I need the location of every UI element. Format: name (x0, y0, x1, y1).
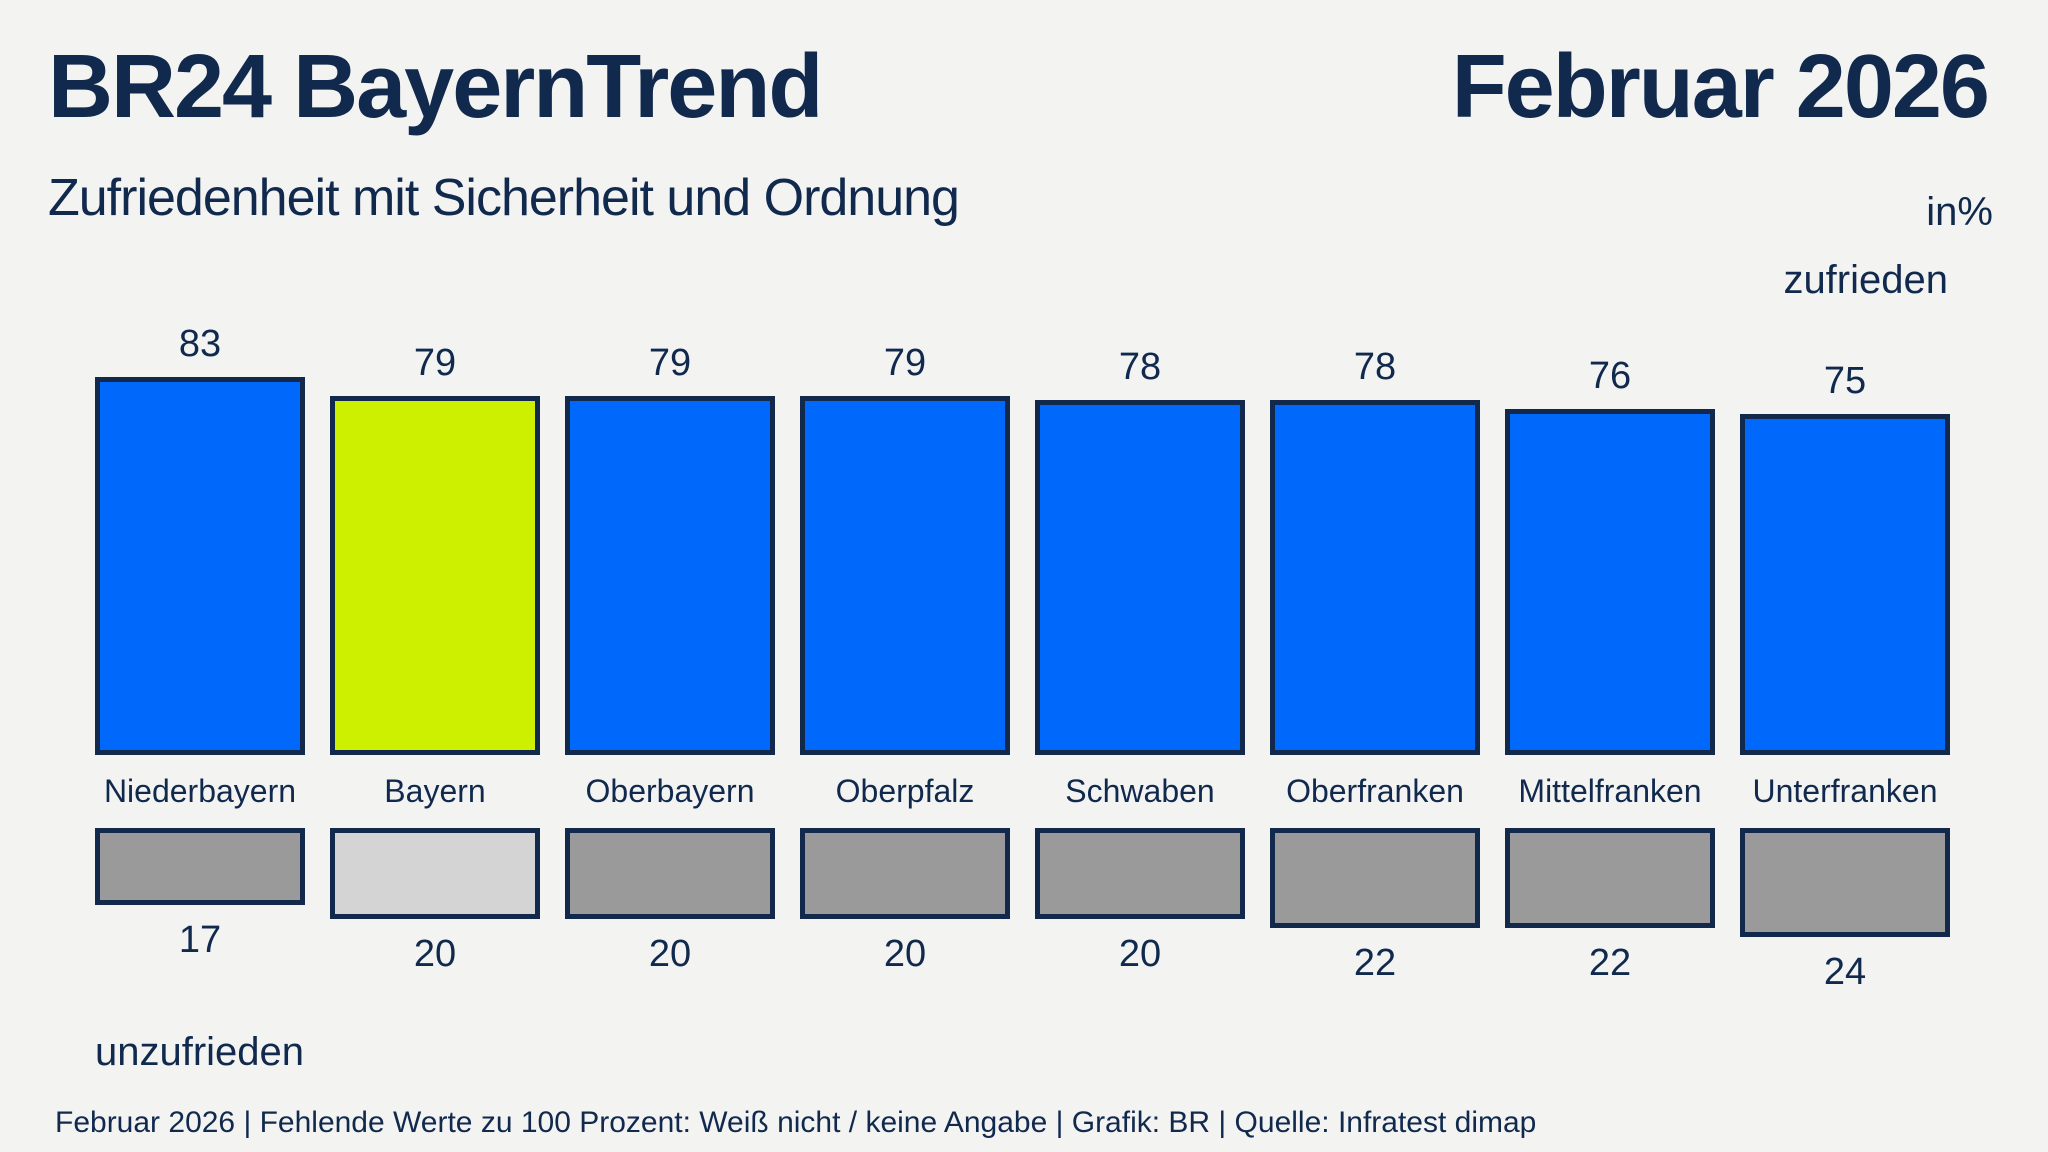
unsatisfied-bar-schwaben (1035, 828, 1245, 919)
satisfied-zone-schwaben: 78 (1035, 285, 1245, 755)
unsatisfied-bar-oberfranken (1270, 828, 1480, 929)
unsatisfied-value-label: 20 (648, 933, 692, 975)
unsatisfied-bar-oberbayern (565, 828, 775, 919)
satisfied-value-label: 79 (883, 341, 927, 384)
bar-column-oberfranken: 78 Oberfranken 22 (1270, 285, 1480, 991)
satisfied-zone-oberpfalz: 79 (800, 285, 1010, 755)
unsatisfied-zone-schwaben: 20 (1035, 828, 1245, 973)
satisfied-value-label: 79 (413, 341, 457, 384)
satisfied-series-label: zufrieden (1783, 258, 1948, 302)
unsatisfied-value-label: 20 (1118, 933, 1162, 975)
satisfied-zone-oberbayern: 79 (565, 285, 775, 755)
bar-column-bayern: 79 Bayern 20 (330, 285, 540, 991)
unsatisfied-zone-mittelfranken: 22 (1505, 828, 1715, 982)
satisfied-bar-oberbayern (565, 395, 775, 755)
bar-column-unterfranken: 75 Unterfranken 24 (1740, 285, 1950, 991)
bar-column-schwaben: 78 Schwaben 20 (1035, 285, 1245, 991)
satisfied-bar-mittelfranken (1505, 409, 1715, 755)
bar-column-niederbayern: 83 Niederbayern 17 (95, 285, 305, 991)
region-label-oberpfalz: Oberpfalz (835, 773, 975, 809)
satisfied-zone-bayern: 79 (330, 285, 540, 755)
region-label-bayern: Bayern (384, 773, 486, 809)
bar-column-mittelfranken: 76 Mittelfranken 22 (1505, 285, 1715, 991)
satisfied-bar-oberfranken (1270, 400, 1480, 755)
satisfied-bar-unterfranken (1740, 413, 1950, 755)
satisfied-zone-niederbayern: 83 (95, 285, 305, 755)
bars-container: 83 Niederbayern 17 79 Bayern 20 79 Oberbayern 20… (95, 285, 1950, 991)
satisfied-bar-oberpfalz (800, 395, 1010, 755)
region-label-schwaben: Schwaben (1065, 773, 1215, 809)
unsatisfied-value-label: 22 (1353, 942, 1397, 985)
region-label-oberbayern: Oberbayern (585, 773, 755, 809)
unsatisfied-value-label: 20 (883, 933, 927, 975)
page-title: BR24 BayernTrend (48, 37, 823, 137)
satisfied-value-label: 76 (1588, 355, 1632, 398)
unsatisfied-zone-oberfranken: 22 (1270, 828, 1480, 982)
satisfied-value-label: 83 (178, 323, 222, 366)
unsatisfied-bar-unterfranken (1740, 828, 1950, 938)
unsatisfied-value-label: 20 (413, 933, 457, 975)
unit-label: in% (1926, 190, 1993, 234)
bar-column-oberpfalz: 79 Oberpfalz 20 (800, 285, 1010, 991)
satisfied-zone-oberfranken: 78 (1270, 285, 1480, 755)
satisfied-bar-bayern (330, 395, 540, 755)
satisfied-bar-schwaben (1035, 400, 1245, 755)
region-label-oberfranken: Oberfranken (1286, 773, 1464, 809)
region-label-niederbayern: Niederbayern (103, 773, 297, 809)
unsatisfied-value-label: 22 (1588, 942, 1632, 985)
unsatisfied-zone-unterfranken: 24 (1740, 828, 1950, 991)
unsatisfied-value-label: 17 (178, 919, 222, 962)
unsatisfied-zone-oberpfalz: 20 (800, 828, 1010, 973)
unsatisfied-bar-oberpfalz (800, 828, 1010, 919)
unsatisfied-bar-niederbayern (95, 828, 305, 906)
report-date: Februar 2026 (1451, 37, 1990, 137)
satisfied-value-label: 75 (1823, 359, 1867, 402)
bar-column-oberbayern: 79 Oberbayern 20 (565, 285, 775, 991)
footer-source-text: Februar 2026 | Fehlende Werte zu 100 Pro… (55, 1106, 1537, 1139)
satisfied-value-label: 78 (1118, 346, 1162, 389)
unsatisfied-bar-bayern (330, 828, 540, 919)
satisfied-zone-unterfranken: 75 (1740, 285, 1950, 755)
unsatisfied-zone-niederbayern: 17 (95, 828, 305, 959)
region-label-mittelfranken: Mittelfranken (1518, 773, 1702, 809)
unsatisfied-bar-mittelfranken (1505, 828, 1715, 929)
unsatisfied-series-label: unzufrieden (95, 1030, 305, 1074)
satisfied-zone-mittelfranken: 76 (1505, 285, 1715, 755)
unsatisfied-zone-bayern: 20 (330, 828, 540, 973)
region-label-unterfranken: Unterfranken (1752, 773, 1938, 809)
satisfied-value-label: 79 (648, 341, 692, 384)
unsatisfied-value-label: 24 (1823, 951, 1867, 994)
unsatisfied-zone-oberbayern: 20 (565, 828, 775, 973)
chart-subtitle: Zufriedenheit mit Sicherheit und Ordnung (48, 169, 960, 227)
satisfied-value-label: 78 (1353, 346, 1397, 389)
satisfied-bar-niederbayern (95, 377, 305, 755)
